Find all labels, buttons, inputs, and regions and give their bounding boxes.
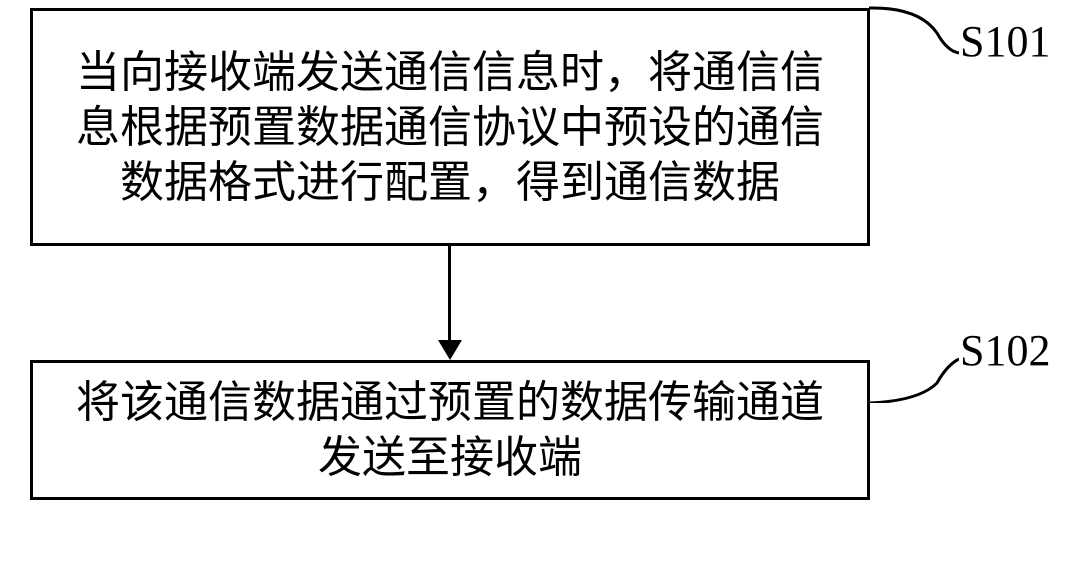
flow-edge-line [448, 246, 451, 342]
step-label-s101: S101 [960, 16, 1050, 67]
flow-node-s102: 将该通信数据通过预置的数据传输通道发送至接收端 [30, 360, 870, 500]
label-connector-s102 [869, 355, 959, 403]
label-connector-s101 [869, 3, 959, 68]
flowchart-container: 当向接收端发送通信信息时，将通信信息根据预置数据通信协议中预设的通信数据格式进行… [0, 0, 1089, 569]
step-label-s102: S102 [960, 325, 1050, 376]
flow-node-s102-text: 将该通信数据通过预置的数据传输通道发送至接收端 [57, 375, 843, 485]
flow-node-s101-text: 当向接收端发送通信信息时，将通信信息根据预置数据通信协议中预设的通信数据格式进行… [57, 45, 843, 210]
flow-edge-arrowhead [438, 340, 462, 360]
flow-node-s101: 当向接收端发送通信信息时，将通信信息根据预置数据通信协议中预设的通信数据格式进行… [30, 8, 870, 246]
